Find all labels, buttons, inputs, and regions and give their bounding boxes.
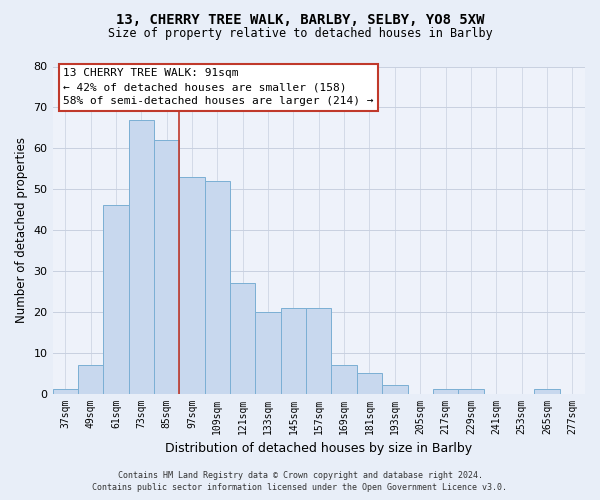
- Text: Contains HM Land Registry data © Crown copyright and database right 2024.
Contai: Contains HM Land Registry data © Crown c…: [92, 471, 508, 492]
- Bar: [331, 365, 357, 394]
- X-axis label: Distribution of detached houses by size in Barlby: Distribution of detached houses by size …: [165, 442, 472, 455]
- Bar: [433, 390, 458, 394]
- Bar: [306, 308, 331, 394]
- Text: 13 CHERRY TREE WALK: 91sqm
← 42% of detached houses are smaller (158)
58% of sem: 13 CHERRY TREE WALK: 91sqm ← 42% of deta…: [63, 68, 374, 106]
- Bar: [179, 177, 205, 394]
- Bar: [103, 206, 128, 394]
- Bar: [382, 386, 407, 394]
- Bar: [230, 283, 256, 394]
- Text: 13, CHERRY TREE WALK, BARLBY, SELBY, YO8 5XW: 13, CHERRY TREE WALK, BARLBY, SELBY, YO8…: [116, 12, 484, 26]
- Bar: [534, 390, 560, 394]
- Bar: [53, 390, 78, 394]
- Bar: [128, 120, 154, 394]
- Bar: [458, 390, 484, 394]
- Bar: [205, 181, 230, 394]
- Bar: [281, 308, 306, 394]
- Bar: [154, 140, 179, 394]
- Bar: [357, 373, 382, 394]
- Bar: [78, 365, 103, 394]
- Text: Size of property relative to detached houses in Barlby: Size of property relative to detached ho…: [107, 28, 493, 40]
- Bar: [256, 312, 281, 394]
- Y-axis label: Number of detached properties: Number of detached properties: [15, 137, 28, 323]
